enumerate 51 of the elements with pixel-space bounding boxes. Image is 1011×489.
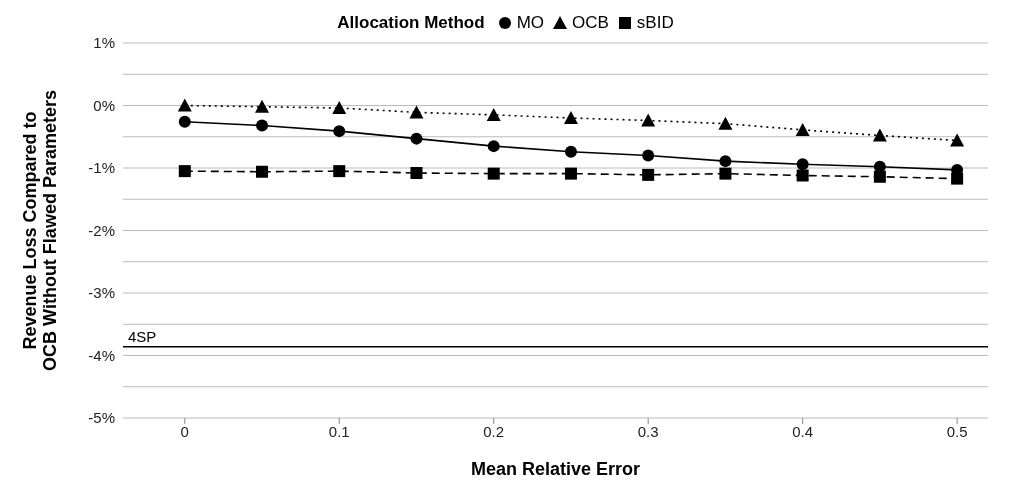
- point: [719, 167, 732, 180]
- legend-label: sBID: [636, 13, 674, 33]
- point: [641, 113, 656, 127]
- point: [409, 105, 424, 119]
- y-tick-label: -3%: [88, 284, 115, 302]
- point: [333, 125, 346, 138]
- point: [410, 167, 423, 179]
- legend-label: MO: [516, 13, 545, 33]
- y-tick-label: -4%: [88, 346, 115, 364]
- x-tick-label: 0: [180, 422, 189, 440]
- point: [564, 145, 577, 158]
- point: [872, 128, 887, 142]
- point: [951, 172, 964, 185]
- point: [256, 165, 269, 178]
- point: [642, 168, 655, 181]
- point: [796, 158, 809, 171]
- point: [410, 132, 423, 145]
- point: [178, 115, 191, 128]
- point: [873, 170, 886, 183]
- y-tick-label: 1%: [93, 34, 115, 52]
- point: [795, 122, 810, 136]
- x-tick-label: 0.4: [792, 422, 814, 440]
- y-tick-label: -1%: [88, 159, 115, 177]
- x-tick-label: 0.5: [946, 422, 968, 440]
- point: [487, 167, 500, 180]
- point: [333, 165, 346, 178]
- y-tick-label: -2%: [88, 221, 115, 239]
- point: [177, 98, 192, 112]
- x-tick-label: 0.3: [637, 422, 659, 440]
- y-tick-label: -5%: [88, 409, 115, 427]
- point: [332, 101, 347, 114]
- point: [719, 155, 732, 168]
- legend-title: Allocation Method: [337, 13, 485, 33]
- x-tick-label: 0.1: [328, 422, 350, 440]
- x-axis-title: Mean Relative Error: [470, 459, 641, 479]
- point: [256, 119, 269, 132]
- y-axis-title: Revenue Loss Compared to OCB Without Flawed Parameters: [20, 90, 60, 371]
- point: [486, 107, 501, 121]
- point: [255, 99, 270, 113]
- point: [487, 140, 500, 153]
- point: [178, 165, 191, 178]
- y-tick-label: 0%: [93, 96, 115, 114]
- point: [564, 167, 577, 180]
- point: [718, 116, 733, 130]
- point: [642, 149, 655, 162]
- x-tick-label: 0.2: [483, 422, 505, 440]
- ref-line-label: 4SP: [128, 327, 157, 345]
- legend-label: OCB: [572, 13, 609, 33]
- point: [796, 169, 809, 182]
- point: [563, 111, 578, 124]
- point: [950, 133, 965, 147]
